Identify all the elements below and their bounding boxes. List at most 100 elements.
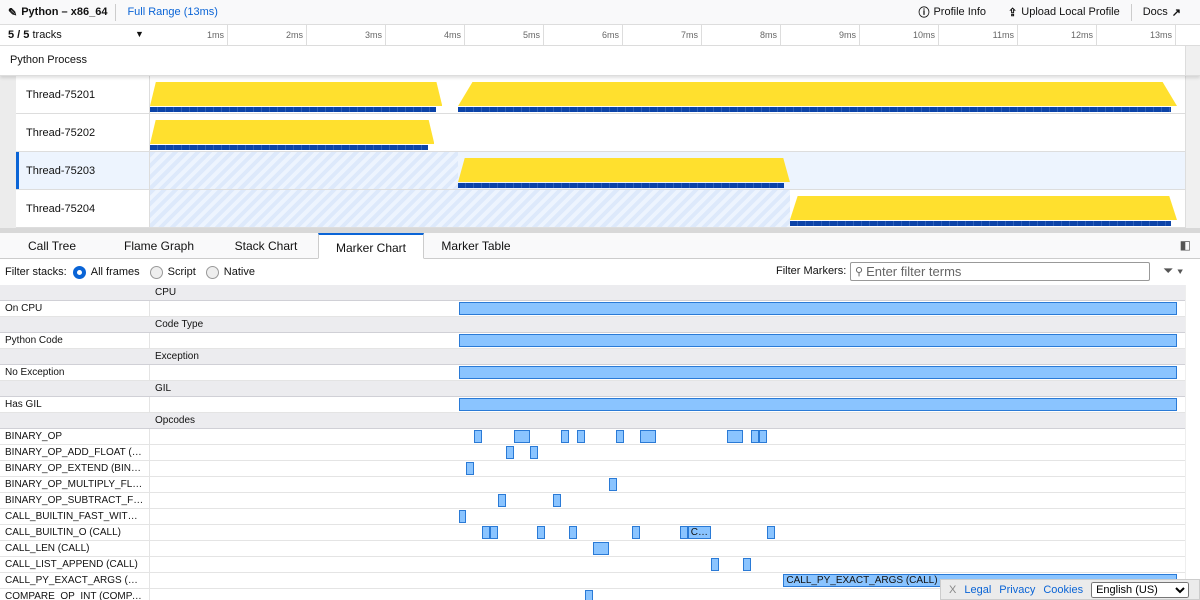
- footer-close-button[interactable]: X: [949, 583, 957, 596]
- marker-row[interactable]: COMPARE_OP_INT (COMPA…: [0, 589, 1185, 600]
- marker-row[interactable]: BINARY_OP_SUBTRACT_FL…: [0, 493, 1185, 509]
- category-label: Code Type: [155, 319, 204, 330]
- cpu-activity[interactable]: [789, 196, 1177, 220]
- marker-box[interactable]: [758, 430, 767, 443]
- marker-row[interactable]: Python Code: [0, 333, 1185, 349]
- marker-box[interactable]: [458, 334, 1177, 347]
- activity-graph[interactable]: [150, 76, 1186, 113]
- marker-box[interactable]: [490, 526, 499, 539]
- marker-box[interactable]: [473, 430, 482, 443]
- marker-box[interactable]: [529, 446, 538, 459]
- cpu-activity[interactable]: [458, 82, 1177, 106]
- thread-label[interactable]: Thread-75201: [16, 76, 150, 113]
- activity-graph[interactable]: [150, 114, 1186, 151]
- marker-box[interactable]: [458, 398, 1177, 411]
- radio-all-frames[interactable]: All frames: [72, 265, 140, 279]
- cpu-activity[interactable]: [150, 82, 443, 106]
- marker-box[interactable]: [482, 526, 491, 539]
- marker-row[interactable]: No Exception: [0, 365, 1185, 381]
- sidebar-toggle-icon[interactable]: ◧: [1179, 238, 1191, 252]
- marker-row[interactable]: BINARY_OP: [0, 429, 1185, 445]
- radio-button[interactable]: [149, 265, 163, 279]
- process-track[interactable]: Python Process: [0, 46, 1200, 76]
- marker-box[interactable]: [710, 558, 719, 571]
- marker-box[interactable]: [569, 526, 578, 539]
- privacy-link[interactable]: Privacy: [999, 583, 1036, 596]
- legal-link[interactable]: Legal: [964, 583, 992, 596]
- radio-button[interactable]: [72, 265, 86, 279]
- marker-box[interactable]: [727, 430, 744, 443]
- marker-box[interactable]: C…: [687, 526, 712, 539]
- marker-box[interactable]: [458, 510, 466, 523]
- marker-box[interactable]: [458, 302, 1177, 315]
- marker-box[interactable]: [458, 366, 1177, 379]
- marker-box[interactable]: [552, 494, 561, 507]
- marker-box[interactable]: [536, 526, 545, 539]
- upload-button[interactable]: ⇪ Upload Local Profile: [997, 6, 1131, 19]
- radio-script[interactable]: Script: [149, 265, 196, 279]
- marker-row[interactable]: On CPU: [0, 301, 1185, 317]
- cpu-activity[interactable]: [458, 158, 790, 182]
- marker-search-input[interactable]: ⚲ Enter filter terms: [850, 262, 1150, 281]
- thread-track[interactable]: Thread-75203: [16, 152, 1186, 190]
- tracks-scrollbar[interactable]: [1185, 46, 1200, 228]
- activity-graph[interactable]: [150, 190, 1186, 227]
- tab-marker-table[interactable]: Marker Table: [441, 239, 511, 253]
- marker-box[interactable]: [615, 430, 624, 443]
- cookies-link[interactable]: Cookies: [1043, 583, 1084, 596]
- marker-box[interactable]: [743, 558, 751, 571]
- stack-samples[interactable]: [150, 145, 429, 150]
- profile-info-button[interactable]: ⓘ Profile Info: [907, 4, 997, 20]
- tab-stack-chart[interactable]: Stack Chart: [234, 239, 298, 253]
- marker-box[interactable]: [592, 542, 609, 555]
- tab-call-tree[interactable]: Call Tree: [27, 239, 77, 253]
- filter-funnel-icon[interactable]: ⏷ ▾: [1163, 263, 1184, 278]
- stack-samples[interactable]: [458, 183, 784, 188]
- thread-track[interactable]: Thread-75201: [16, 76, 1186, 114]
- radio-button[interactable]: [205, 265, 219, 279]
- panel-splitter[interactable]: [0, 228, 1200, 233]
- activity-graph[interactable]: [150, 152, 1186, 189]
- docs-link[interactable]: Docs ↗: [1132, 6, 1192, 19]
- thread-track[interactable]: Thread-75202: [16, 114, 1186, 152]
- marker-row[interactable]: Has GIL: [0, 397, 1185, 413]
- marker-box[interactable]: [506, 446, 514, 459]
- marker-chart[interactable]: CPU On CPU Code Type Python Code Exception No…: [0, 285, 1185, 600]
- tab-marker-chart[interactable]: Marker Chart: [318, 233, 424, 259]
- marker-row[interactable]: BINARY_OP_ADD_FLOAT (B…: [0, 445, 1185, 461]
- marker-row[interactable]: BINARY_OP_EXTEND (BINA…: [0, 461, 1185, 477]
- marker-box[interactable]: [631, 526, 640, 539]
- marker-box[interactable]: [750, 430, 759, 443]
- marker-box[interactable]: [679, 526, 688, 539]
- profile-name-button[interactable]: ✎ Python – x86_64: [8, 3, 117, 21]
- marker-box[interactable]: [585, 590, 593, 600]
- marker-row[interactable]: CALL_LIST_APPEND (CALL): [0, 557, 1185, 573]
- marker-box[interactable]: [498, 494, 507, 507]
- marker-box[interactable]: [577, 430, 586, 443]
- stack-samples[interactable]: [458, 107, 1171, 112]
- radio-native[interactable]: Native: [205, 265, 255, 279]
- thread-track[interactable]: Thread-75204: [16, 190, 1186, 228]
- dropdown-triangle-icon[interactable]: ▼: [135, 29, 144, 39]
- tracks-menu-button[interactable]: 5 / 5 tracks: [8, 29, 62, 41]
- thread-label[interactable]: Thread-75203: [16, 152, 150, 189]
- stack-samples[interactable]: [789, 221, 1171, 226]
- marker-box[interactable]: [640, 430, 657, 443]
- full-range-breadcrumb[interactable]: Full Range (13ms): [127, 6, 218, 18]
- marker-box[interactable]: [608, 478, 617, 491]
- marker-row[interactable]: CALL_LEN (CALL): [0, 541, 1185, 557]
- thread-label[interactable]: Thread-75202: [16, 114, 150, 151]
- marker-box[interactable]: [561, 430, 570, 443]
- language-select[interactable]: English (US): [1091, 581, 1190, 598]
- marker-box[interactable]: [766, 526, 775, 539]
- cpu-activity[interactable]: [150, 120, 435, 144]
- marker-row[interactable]: BINARY_OP_MULTIPLY_FL…: [0, 477, 1185, 493]
- marker-row[interactable]: CALL_BUILTIN_O (CALL) C…: [0, 525, 1185, 541]
- stack-samples[interactable]: [150, 107, 437, 112]
- marker-row[interactable]: CALL_BUILTIN_FAST_WITH…: [0, 509, 1185, 525]
- marker-box[interactable]: [465, 462, 474, 475]
- marker-chart-scrollbar[interactable]: [1185, 285, 1200, 600]
- marker-box[interactable]: [513, 430, 530, 443]
- tab-flame-graph[interactable]: Flame Graph: [123, 239, 195, 253]
- thread-label[interactable]: Thread-75204: [16, 190, 150, 227]
